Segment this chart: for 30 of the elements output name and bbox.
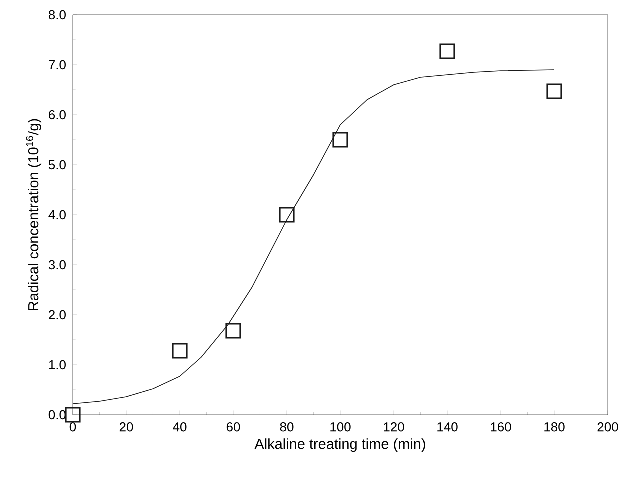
x-tick-label: 0 bbox=[70, 422, 76, 432]
point bbox=[440, 44, 456, 60]
point bbox=[546, 84, 562, 100]
x-tick-label: 100 bbox=[330, 422, 351, 432]
x-tick-label: 20 bbox=[120, 422, 134, 432]
point bbox=[279, 207, 295, 223]
y-tick-label: 8.0 bbox=[48, 10, 66, 20]
x-tick-label: 120 bbox=[384, 422, 404, 432]
x-tick-label: 40 bbox=[173, 422, 187, 432]
x-tick-label: 60 bbox=[226, 422, 240, 432]
line-series bbox=[72, 70, 555, 404]
y-tick-label: 1.0 bbox=[49, 360, 66, 370]
point bbox=[65, 407, 81, 423]
y-tick-label: 2.0 bbox=[49, 310, 66, 320]
x-tick-label: 160 bbox=[491, 422, 512, 432]
point bbox=[332, 132, 348, 148]
point bbox=[226, 323, 242, 339]
x-tick-label: 180 bbox=[544, 422, 565, 432]
y-tick-label: 0.0 bbox=[48, 410, 66, 420]
y-tick-label: 5.0 bbox=[48, 160, 66, 170]
y-tick-label: 7.0 bbox=[49, 60, 66, 70]
x-tick-label: 80 bbox=[280, 422, 294, 432]
point bbox=[172, 343, 188, 359]
y-tick-label: 6.0 bbox=[49, 110, 66, 120]
y-tick-label: 3.0 bbox=[48, 260, 66, 270]
y-tick-label: 4.0 bbox=[48, 210, 66, 220]
x-axis-title: Alkaline treating time (min) bbox=[254, 438, 426, 452]
x-tick-label: 200 bbox=[598, 422, 618, 432]
x-tick-label: 140 bbox=[438, 422, 458, 432]
y-axis-title: Radical concentration (10$^{16}$/g) bbox=[26, 119, 42, 310]
